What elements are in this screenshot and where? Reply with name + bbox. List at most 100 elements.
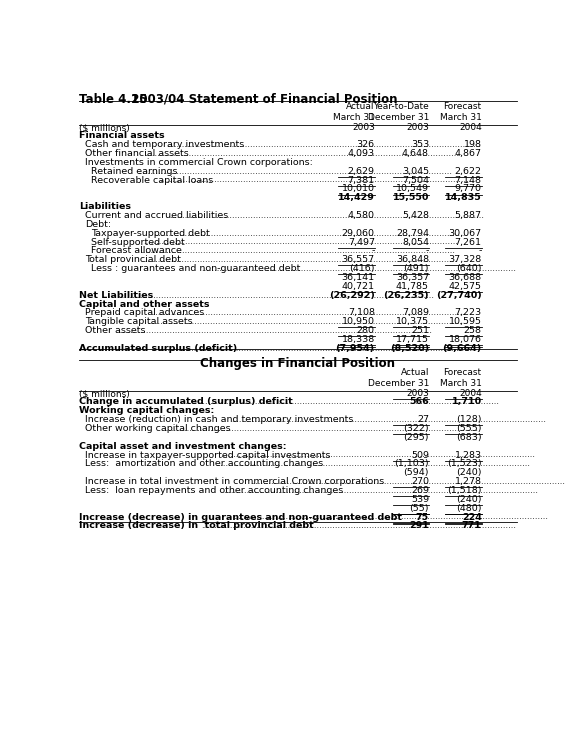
Text: ................................................................................: ........................................…	[223, 486, 538, 495]
Text: ................................................................................: ........................................…	[164, 424, 478, 433]
Text: ................................................................................: ........................................…	[140, 246, 455, 255]
Text: -: -	[426, 246, 429, 255]
Text: Actual
December 31
2003: Actual December 31 2003	[368, 368, 429, 398]
Text: Forecast
March 31
2004: Forecast March 31 2004	[440, 102, 482, 132]
Text: (26,292): (26,292)	[329, 291, 375, 300]
Text: 7,381: 7,381	[347, 176, 375, 184]
Text: (1,103): (1,103)	[394, 459, 429, 469]
Text: 40,721: 40,721	[342, 282, 375, 291]
Text: 15,550: 15,550	[393, 193, 429, 203]
Text: 5,428: 5,428	[402, 211, 429, 220]
Text: Other assets: Other assets	[85, 326, 146, 335]
Text: (55): (55)	[409, 504, 429, 512]
Text: 270: 270	[411, 477, 429, 486]
Text: 36,557: 36,557	[342, 255, 375, 265]
Text: 3,045: 3,045	[402, 167, 429, 176]
Text: (1,518): (1,518)	[447, 486, 482, 495]
Text: 7,148: 7,148	[455, 176, 482, 184]
Text: -: -	[371, 246, 375, 255]
Text: 4,648: 4,648	[402, 149, 429, 158]
Text: Investments in commercial Crown corporations:: Investments in commercial Crown corporat…	[85, 158, 313, 167]
Text: Actual
March 31
2003: Actual March 31 2003	[333, 102, 375, 132]
Text: 4,580: 4,580	[348, 211, 375, 220]
Text: ................................................................................: ........................................…	[119, 291, 434, 300]
Text: 27: 27	[417, 415, 429, 424]
Text: Net Liabilities: Net Liabilities	[79, 291, 153, 300]
Text: Less:  loan repayments and other accounting changes: Less: loan repayments and other accounti…	[85, 486, 343, 495]
Text: ................................................................................: ........................................…	[147, 317, 462, 326]
Text: 353: 353	[411, 140, 429, 149]
Text: 1,710: 1,710	[452, 397, 482, 406]
Text: Forecast allowance: Forecast allowance	[91, 246, 182, 255]
Text: Cash and temporary investments: Cash and temporary investments	[85, 140, 244, 149]
Text: 36,848: 36,848	[396, 255, 429, 265]
Text: 36,357: 36,357	[396, 273, 429, 282]
Text: (322): (322)	[403, 424, 429, 433]
Text: 7,261: 7,261	[455, 238, 482, 246]
Text: ................................................................................: ........................................…	[201, 264, 517, 273]
Text: ($ millions): ($ millions)	[79, 124, 129, 133]
Text: (128): (128)	[456, 415, 482, 424]
Text: 509: 509	[411, 451, 429, 459]
Text: Increase in total investment in commercial Crown corporations: Increase in total investment in commerci…	[85, 477, 384, 486]
Text: (8,520): (8,520)	[390, 344, 429, 353]
Text: ................................................................................: ........................................…	[220, 451, 535, 459]
Text: 258: 258	[463, 326, 482, 335]
Text: ................................................................................: ........................................…	[215, 459, 530, 468]
Text: (683): (683)	[456, 433, 482, 442]
Text: Less : guarantees and non-guaranteed debt: Less : guarantees and non-guaranteed deb…	[85, 264, 300, 273]
Text: 771: 771	[462, 521, 482, 531]
Text: (416): (416)	[349, 264, 375, 273]
Text: 41,785: 41,785	[396, 282, 429, 291]
Text: 1,278: 1,278	[455, 477, 482, 486]
Text: (26,235): (26,235)	[383, 291, 429, 300]
Text: Other financial assets: Other financial assets	[85, 149, 188, 158]
Text: (295): (295)	[404, 433, 429, 442]
Text: 2,629: 2,629	[348, 167, 375, 176]
Text: ................................................................................: ........................................…	[201, 521, 516, 530]
Text: (1,523): (1,523)	[447, 459, 482, 469]
Text: Other working capital changes: Other working capital changes	[85, 424, 230, 433]
Text: ................................................................................: ........................................…	[166, 140, 481, 149]
Text: 8,054: 8,054	[402, 238, 429, 246]
Text: 37,328: 37,328	[448, 255, 482, 265]
Text: Increase (decrease) in guarantees and non-guaranteed debt: Increase (decrease) in guarantees and no…	[79, 512, 402, 521]
Text: Increase (decrease) in  total provincial debt: Increase (decrease) in total provincial …	[79, 521, 313, 531]
Text: 7,223: 7,223	[455, 308, 482, 317]
Text: 2,622: 2,622	[455, 167, 482, 176]
Text: (640): (640)	[456, 264, 482, 273]
Text: 198: 198	[463, 140, 482, 149]
Text: 2003/04 Statement of Financial Position: 2003/04 Statement of Financial Position	[119, 93, 397, 106]
Text: Capital and other assets: Capital and other assets	[79, 300, 209, 308]
Text: Tangible capital assets: Tangible capital assets	[85, 317, 193, 327]
Text: (7,954): (7,954)	[336, 344, 375, 353]
Text: Recoverable capital loans: Recoverable capital loans	[91, 176, 213, 184]
Text: 7,108: 7,108	[348, 308, 375, 317]
Text: 10,950: 10,950	[342, 317, 375, 327]
Text: 36,141: 36,141	[342, 273, 375, 282]
Text: 9,770: 9,770	[455, 184, 482, 193]
Text: ................................................................................: ........................................…	[231, 415, 546, 424]
Text: 10,375: 10,375	[396, 317, 429, 327]
Text: 18,338: 18,338	[342, 335, 375, 344]
Text: 14,835: 14,835	[445, 193, 482, 203]
Text: (480): (480)	[456, 504, 482, 512]
Text: 4,867: 4,867	[455, 149, 482, 158]
Text: Retained earnings: Retained earnings	[91, 167, 177, 176]
Text: Year-to-Date
December 31
2003: Year-to-Date December 31 2003	[368, 102, 429, 132]
Text: 42,575: 42,575	[449, 282, 482, 291]
Text: Changes in Financial Position: Changes in Financial Position	[200, 357, 395, 370]
Text: 326: 326	[357, 140, 375, 149]
Text: ................................................................................: ........................................…	[157, 343, 472, 353]
Text: Taxpayer-supported debt: Taxpayer-supported debt	[91, 229, 210, 238]
Text: (594): (594)	[404, 468, 429, 477]
Text: ................................................................................: ........................................…	[184, 397, 499, 406]
Text: Increase (reduction) in cash and temporary investments: Increase (reduction) in cash and tempora…	[85, 415, 353, 424]
Text: ................................................................................: ........................................…	[159, 176, 474, 184]
Text: ................................................................................: ........................................…	[150, 308, 465, 317]
Text: 18,076: 18,076	[449, 335, 482, 344]
Text: 75: 75	[416, 512, 429, 521]
Text: 7,497: 7,497	[348, 238, 375, 246]
Text: ................................................................................: ........................................…	[142, 255, 457, 264]
Text: 29,060: 29,060	[342, 229, 375, 238]
